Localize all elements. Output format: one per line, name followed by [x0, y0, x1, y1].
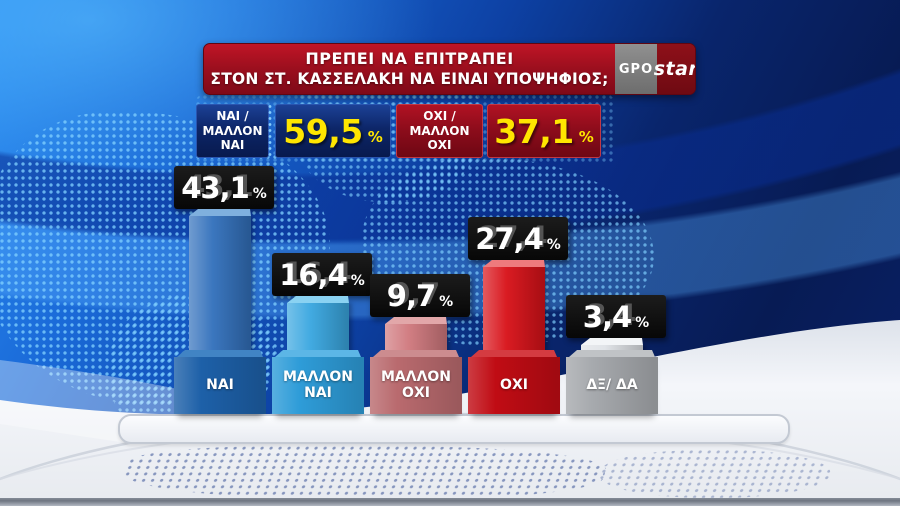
- bar-category-pedestal: ΔΞ/ ΔΑ: [566, 356, 658, 414]
- bar-value-tag: 27,4 %: [468, 217, 568, 260]
- bar-category-pedestal: ΝΑΙ: [174, 356, 266, 414]
- poll-question: ΠΡΕΠΕΙ ΝΑ ΕΠΙΤΡΑΠΕΙ ΣΤΟΝ ΣΤ. ΚΑΣΣΕΛΑΚΗ Ν…: [204, 44, 615, 94]
- bar-percent-sign: %: [546, 236, 561, 253]
- bar-category-pedestal: ΜΑΛΛΟΝ ΝΑΙ: [272, 356, 364, 414]
- bar-column-top-face: [189, 209, 251, 216]
- bar-category-label: ΜΑΛΛΟΝ ΝΑΙ: [282, 368, 354, 401]
- bar-value-tag: 43,1 %: [174, 166, 274, 209]
- bar-column-top-face: [385, 317, 447, 324]
- pedestal-front-face: ΔΞ/ ΔΑ: [566, 357, 658, 414]
- bar-column: [189, 216, 251, 356]
- bar-value: 43,1: [181, 170, 250, 205]
- bar-group: 3,4 % ΔΞ/ ΔΑ: [566, 0, 666, 506]
- summary-no-label: ΟΧΙ / ΜΑΛΛΟΝ ΟΧΙ: [409, 109, 470, 153]
- pedestal-top-face: [471, 350, 557, 357]
- bar-percent-sign: %: [350, 272, 365, 289]
- title-banner: ΠΡΕΠΕΙ ΝΑ ΕΠΙΤΡΑΠΕΙ ΣΤΟΝ ΣΤ. ΚΑΣΣΕΛΑΚΗ Ν…: [203, 43, 696, 95]
- bar-group: 9,7 % ΜΑΛΛΟΝ ΟΧΙ: [370, 0, 470, 506]
- summary-yes-label-box: ΝΑΙ / ΜΑΛΛΟΝ ΝΑΙ: [196, 104, 269, 158]
- bar-group: 16,4 % ΜΑΛΛΟΝ ΝΑΙ: [272, 0, 372, 506]
- summary-no-label-box: ΟΧΙ / ΜΑΛΛΟΝ ΟΧΙ: [396, 104, 483, 158]
- bar-category-label: ΜΑΛΛΟΝ ΟΧΙ: [380, 368, 452, 401]
- bar-column-top-face: [287, 296, 349, 303]
- gpo-star-logo: GPO star: [615, 44, 695, 94]
- summary-yes-label: ΝΑΙ / ΜΑΛΛΟΝ ΝΑΙ: [202, 109, 263, 153]
- pedestal-front-face: ΜΑΛΛΟΝ ΝΑΙ: [272, 357, 364, 414]
- bar-percent-sign: %: [252, 185, 267, 202]
- bar-value-tag: 3,4 %: [566, 295, 666, 338]
- summary-no-value: 37,1: [494, 111, 574, 151]
- summary-yes-percent-sign: %: [367, 128, 383, 146]
- bar-category-pedestal: ΜΑΛΛΟΝ ΟΧΙ: [370, 356, 462, 414]
- summary-yes-value-box: 59,5 %: [275, 104, 391, 158]
- summary-no-percent-sign: %: [578, 128, 594, 146]
- bar-percent-sign: %: [439, 293, 454, 310]
- bar-value: 9,7: [386, 278, 436, 313]
- bar-category-label: ΝΑΙ: [206, 376, 234, 393]
- poll-question-line1: ΠΡΕΠΕΙ ΝΑ ΕΠΙΤΡΑΠΕΙ: [305, 48, 514, 68]
- bar-category-label: ΔΞ/ ΔΑ: [586, 376, 638, 393]
- bar-category-label: ΟΧΙ: [500, 376, 528, 393]
- summary-yes-value: 59,5: [283, 111, 363, 151]
- bar-column-top-face: [581, 338, 643, 345]
- pedestal-top-face: [177, 350, 263, 357]
- bar-value-tag: 16,4 %: [272, 253, 372, 296]
- pedestal-front-face: ΝΑΙ: [174, 357, 266, 414]
- bar-column-top-face: [483, 260, 545, 267]
- summary-no-value-box: 37,1 %: [487, 104, 601, 158]
- star-channel-logo: star: [654, 44, 695, 94]
- bar-column: [287, 303, 349, 356]
- bar-group: 27,4 % ΟΧΙ: [468, 0, 568, 506]
- summary-yes-divider-dots: [267, 104, 274, 156]
- pedestal-top-face: [373, 350, 459, 357]
- bar-group: 43,1 % ΝΑΙ: [174, 0, 274, 506]
- pedestal-front-face: ΟΧΙ: [468, 357, 560, 414]
- bar-category-pedestal: ΟΧΙ: [468, 356, 560, 414]
- bar-value-tag: 9,7 %: [370, 274, 470, 317]
- pedestal-top-face: [569, 350, 655, 357]
- bar-value: 16,4: [279, 257, 348, 292]
- poll-question-line2: ΣΤΟΝ ΣΤ. ΚΑΣΣΕΛΑΚΗ ΝΑ ΕΙΝΑΙ ΥΠΟΨΗΦΙΟΣ;: [210, 70, 609, 89]
- gpo-logo: GPO: [615, 44, 657, 94]
- bar-column: [483, 267, 545, 356]
- bar-platform-tray: [118, 414, 790, 444]
- bar-value: 3,4: [582, 299, 632, 334]
- pedestal-front-face: ΜΑΛΛΟΝ ΟΧΙ: [370, 357, 462, 414]
- bar-value: 27,4: [475, 221, 544, 256]
- floor-bottom-edge: [0, 498, 900, 506]
- pedestal-top-face: [275, 350, 361, 357]
- bar-percent-sign: %: [635, 314, 650, 331]
